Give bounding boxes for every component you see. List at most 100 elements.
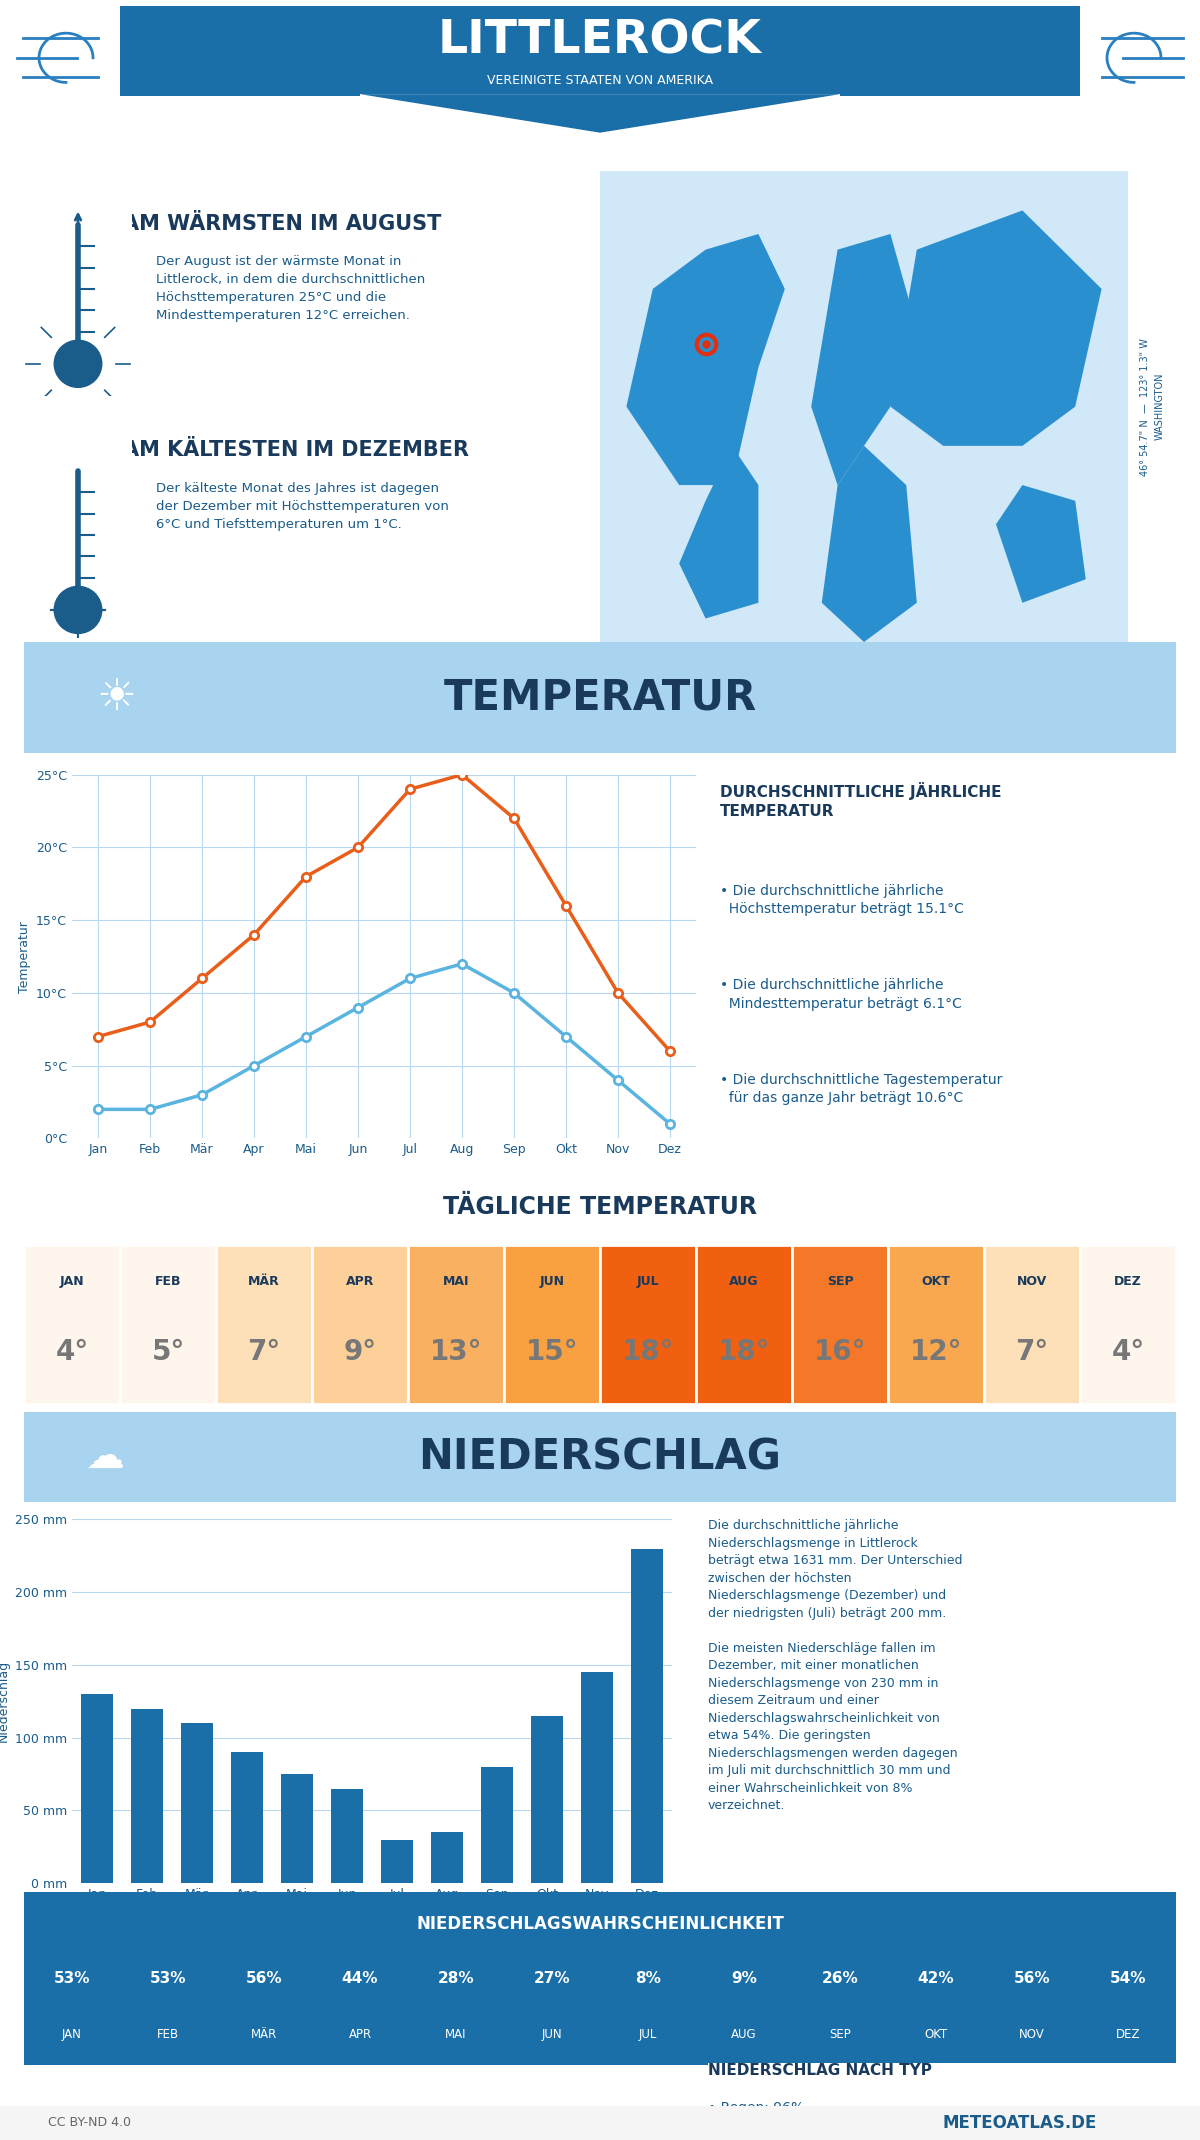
Text: • Schnee: 4%: • Schnee: 4% <box>708 2131 803 2140</box>
Text: ☁: ☁ <box>85 1438 124 1477</box>
Text: 53%: 53% <box>150 1971 186 1986</box>
Text: METEOATLAS.DE: METEOATLAS.DE <box>943 2114 1097 2131</box>
Text: DEZ: DEZ <box>1114 1275 1142 1288</box>
Bar <box>481 1768 514 1883</box>
Text: TEMPERATUR: TEMPERATUR <box>443 676 757 719</box>
Text: JUL: JUL <box>637 1275 659 1288</box>
Text: 27%: 27% <box>534 1971 570 1986</box>
Text: AM KÄLTESTEN IM DEZEMBER: AM KÄLTESTEN IM DEZEMBER <box>124 441 469 460</box>
Text: 56%: 56% <box>246 1971 282 1986</box>
Text: AUG: AUG <box>731 2029 757 2042</box>
Text: Der kälteste Monat des Jahres ist dagegen
der Dezember mit Höchsttemperaturen vo: Der kälteste Monat des Jahres ist dagege… <box>156 482 449 531</box>
Text: 46° 54.7" N  —  123° 1.3" W
WASHINGTON: 46° 54.7" N — 123° 1.3" W WASHINGTON <box>1140 338 1164 475</box>
Text: • Die durchschnittliche Tagestemperatur
  für das ganze Jahr beträgt 10.6°C: • Die durchschnittliche Tagestemperatur … <box>720 1072 1002 1106</box>
Y-axis label: Niederschlag: Niederschlag <box>0 1661 10 1742</box>
Text: AM WÄRMSTEN IM AUGUST: AM WÄRMSTEN IM AUGUST <box>124 214 442 233</box>
Text: NIEDERSCHLAG NACH TYP: NIEDERSCHLAG NACH TYP <box>708 2063 932 2078</box>
Bar <box>696 1245 792 1404</box>
Text: CC BY-ND 4.0: CC BY-ND 4.0 <box>48 2116 131 2129</box>
Text: • Regen: 96%: • Regen: 96% <box>708 2101 804 2114</box>
Y-axis label: Temperatur: Temperatur <box>18 920 30 993</box>
Polygon shape <box>822 445 917 642</box>
Text: 26%: 26% <box>822 1971 858 1986</box>
Text: APR: APR <box>348 2029 372 2042</box>
Text: APR: APR <box>346 1275 374 1288</box>
Text: NOV: NOV <box>1019 2029 1045 2042</box>
Text: 8%: 8% <box>635 1971 661 1986</box>
Text: DEZ: DEZ <box>1116 2029 1140 2042</box>
Text: 9°: 9° <box>343 1338 377 1365</box>
Text: FEB: FEB <box>157 2029 179 2042</box>
Text: MÄR: MÄR <box>248 1275 280 1288</box>
Bar <box>792 1245 888 1404</box>
Bar <box>600 1245 696 1404</box>
Text: SEP: SEP <box>827 1275 853 1288</box>
Text: 9%: 9% <box>731 1971 757 1986</box>
Text: JUN: JUN <box>541 2029 563 2042</box>
Polygon shape <box>679 445 758 618</box>
Text: 28%: 28% <box>438 1971 474 1986</box>
Text: JAN: JAN <box>62 2029 82 2042</box>
Bar <box>312 1245 408 1404</box>
Bar <box>181 1723 214 1883</box>
Text: TÄGLICHE TEMPERATUR: TÄGLICHE TEMPERATUR <box>443 1194 757 1220</box>
Text: Die durchschnittliche jährliche
Niederschlagsmenge in Littlerock
beträgt etwa 16: Die durchschnittliche jährliche Niedersc… <box>708 1519 962 1813</box>
Text: 53%: 53% <box>54 1971 90 1986</box>
FancyBboxPatch shape <box>2 642 1198 753</box>
Text: 12°: 12° <box>910 1338 962 1365</box>
Bar <box>80 1695 113 1883</box>
Text: 7°: 7° <box>247 1338 281 1365</box>
Legend: Maximale Temperatur, Minimale Temperatur: Maximale Temperatur, Minimale Temperatur <box>148 1196 521 1220</box>
Text: MÄR: MÄR <box>251 2029 277 2042</box>
Polygon shape <box>811 233 917 486</box>
Polygon shape <box>626 233 785 486</box>
Text: AUG: AUG <box>730 1275 758 1288</box>
Text: 44%: 44% <box>342 1971 378 1986</box>
Bar <box>504 1245 600 1404</box>
Polygon shape <box>360 94 840 133</box>
Text: JUN: JUN <box>540 1275 564 1288</box>
FancyBboxPatch shape <box>2 1412 1198 1502</box>
Text: 18°: 18° <box>718 1338 770 1365</box>
Text: 4°: 4° <box>1111 1338 1145 1365</box>
Text: NIEDERSCHLAG: NIEDERSCHLAG <box>419 1436 781 1479</box>
Text: SEP: SEP <box>829 2029 851 2042</box>
Bar <box>888 1245 984 1404</box>
Polygon shape <box>890 210 1102 445</box>
Bar <box>131 1708 163 1883</box>
Text: 15°: 15° <box>526 1338 578 1365</box>
Circle shape <box>54 340 102 387</box>
Bar <box>530 1716 563 1883</box>
Circle shape <box>54 586 102 633</box>
Text: DURCHSCHNITTLICHE JÄHRLICHE
TEMPERATUR: DURCHSCHNITTLICHE JÄHRLICHE TEMPERATUR <box>720 781 1002 820</box>
Text: VEREINIGTE STAATEN VON AMERIKA: VEREINIGTE STAATEN VON AMERIKA <box>487 73 713 86</box>
Text: 4°: 4° <box>55 1338 89 1365</box>
Bar <box>24 1245 120 1404</box>
Text: Der August ist der wärmste Monat in
Littlerock, in dem die durchschnittlichen
Hö: Der August ist der wärmste Monat in Litt… <box>156 255 425 321</box>
Text: JUL: JUL <box>638 2029 658 2042</box>
Text: 54%: 54% <box>1110 1971 1146 1986</box>
Bar <box>431 1832 463 1883</box>
Text: OKT: OKT <box>922 1275 950 1288</box>
Bar <box>120 1245 216 1404</box>
Text: NOV: NOV <box>1016 1275 1048 1288</box>
Text: ☀: ☀ <box>96 676 136 719</box>
Text: JAN: JAN <box>60 1275 84 1288</box>
Bar <box>581 1671 613 1883</box>
Bar <box>331 1789 364 1883</box>
Bar <box>281 1774 313 1883</box>
Text: MAI: MAI <box>443 1275 469 1288</box>
Text: 16°: 16° <box>814 1338 866 1365</box>
Text: 13°: 13° <box>430 1338 482 1365</box>
Text: 56%: 56% <box>1014 1971 1050 1986</box>
Text: 5°: 5° <box>151 1338 185 1365</box>
Text: 7°: 7° <box>1015 1338 1049 1365</box>
Bar <box>631 1549 664 1883</box>
Text: MAI: MAI <box>445 2029 467 2042</box>
Bar <box>230 1753 263 1883</box>
Bar <box>984 1245 1080 1404</box>
Bar <box>1080 1245 1176 1404</box>
Text: • Die durchschnittliche jährliche
  Mindesttemperatur beträgt 6.1°C: • Die durchschnittliche jährliche Mindes… <box>720 978 962 1010</box>
Text: 42%: 42% <box>918 1971 954 1986</box>
Polygon shape <box>996 486 1086 603</box>
